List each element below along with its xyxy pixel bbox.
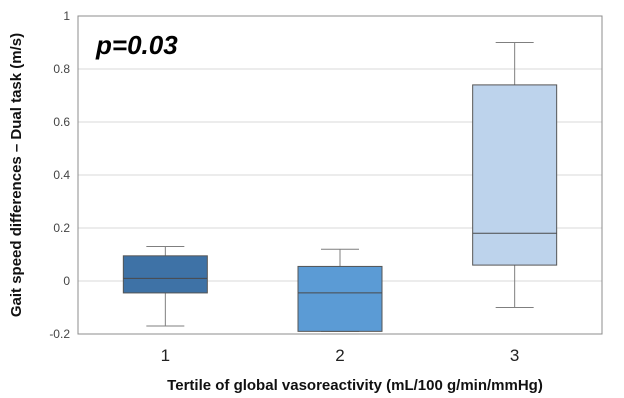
y-axis-title: Gait speed differences – Dual task (m/s) (8, 33, 25, 317)
y-tick-label: 1 (63, 9, 70, 23)
x-tick-label: 3 (510, 346, 519, 365)
iqr-box (297, 265, 383, 332)
x-tick-label: 1 (161, 346, 170, 365)
plot-frame (77, 15, 603, 335)
y-tick-label: 0.8 (53, 62, 70, 76)
boxes (122, 42, 558, 332)
iqr-box (122, 255, 208, 294)
y-tick-label: 0.2 (53, 221, 70, 235)
x-axis-ticks: 1 2 3 (161, 346, 520, 365)
p-value-annotation: p=0.03 (95, 30, 178, 60)
y-tick-label: 0.4 (53, 168, 70, 182)
x-tick-label: 2 (335, 346, 344, 365)
iqr-box (472, 84, 558, 266)
y-axis-ticks: -0.2 0 0.2 0.4 0.6 0.8 1 (49, 9, 70, 341)
y-tick-label: -0.2 (49, 327, 70, 341)
x-axis-title: Tertile of global vasoreactivity (mL/100… (167, 377, 543, 394)
y-tick-label: 0 (63, 274, 70, 288)
y-tick-label: 0.6 (53, 115, 70, 129)
box-group-1 (122, 246, 208, 327)
box-group-3 (472, 42, 558, 308)
box-group-2 (297, 248, 383, 332)
